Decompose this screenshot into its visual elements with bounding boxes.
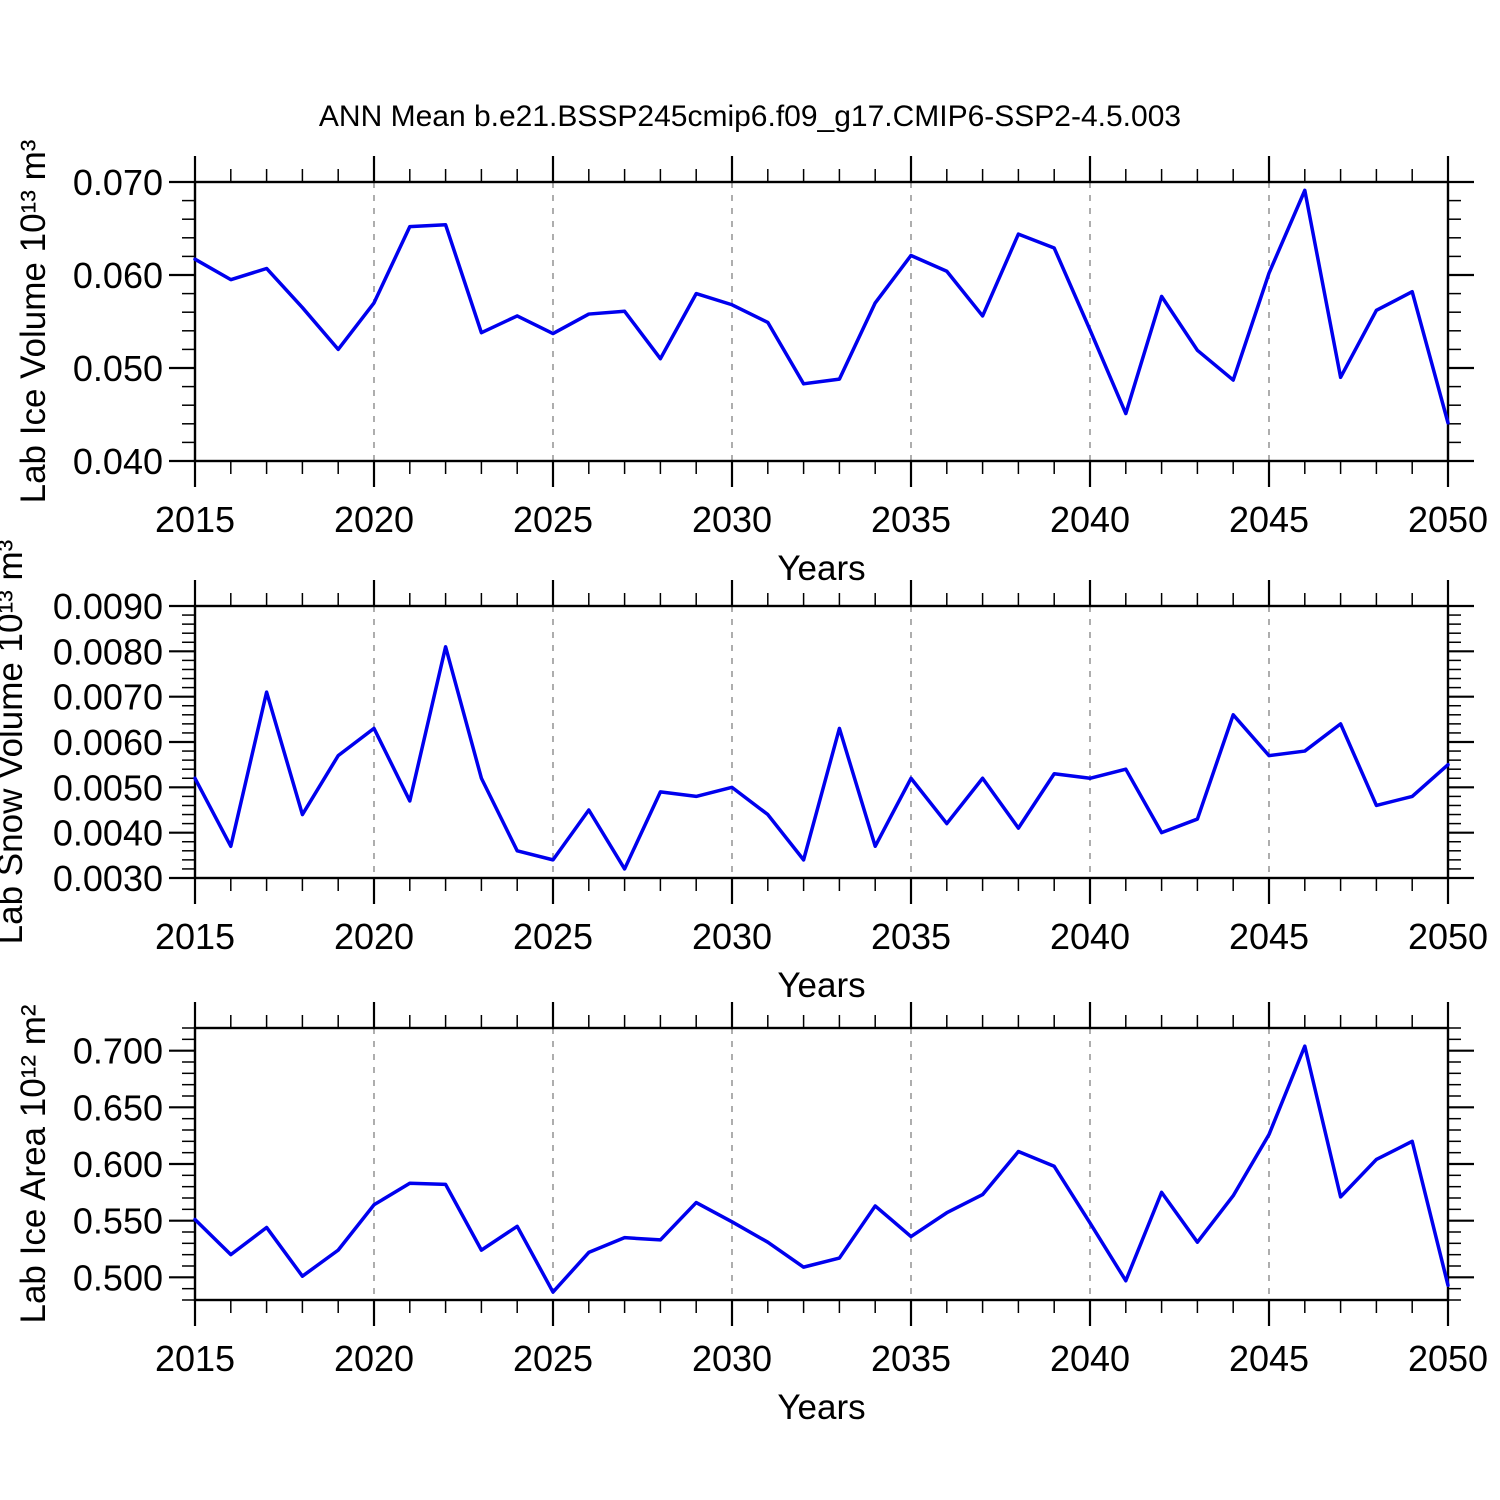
plot-frame [193,604,1450,880]
x-axis-title: Years [777,1388,865,1427]
panel-3: 2015 2020 2025 2030 2035 2040 2045 2050 0.500 0.5… [14,1002,1488,1427]
x-tick-label: 2040 [1050,916,1130,957]
y-tick-label: 0.0060 [53,722,163,763]
y-axis-title: Lab Snow Volume 10¹³ m³ [0,540,30,945]
x-tick-label: 2035 [871,499,951,540]
figure-title: ANN Mean b.e21.BSSP245cmip6.f09_g17.CMIP… [319,100,1181,133]
y-axis-title: Lab Ice Area 10¹² m² [14,1004,53,1323]
y-tick-label: 0.700 [73,1031,163,1072]
x-tick-label: 2045 [1229,1338,1309,1379]
x-tick-label: 2050 [1408,916,1488,957]
x-tick-label: 2040 [1050,1338,1130,1379]
x-tick-label: 2025 [513,499,593,540]
y-tick-label: 0.650 [73,1087,163,1128]
plot-frame [193,180,1450,463]
y-tick-label: 0.0090 [53,586,163,627]
data-line-lab-ice-area [193,1044,1450,1294]
y-tick-label: 0.050 [73,348,163,389]
x-tick-label: 2030 [692,1338,772,1379]
plot-frame [193,1026,1450,1302]
x-tick-label: 2015 [155,1338,235,1379]
y-tick-label: 0.550 [73,1201,163,1242]
x-tick-label: 2045 [1229,916,1309,957]
y-tick-label: 0.0030 [53,858,163,899]
x-tick-label: 2035 [871,1338,951,1379]
x-tick-label: 2020 [334,1338,414,1379]
x-tick-label: 2040 [1050,499,1130,540]
y-tick-label: 0.060 [73,255,163,296]
y-tick-label: 0.0050 [53,767,163,808]
y-tick-label: 0.0080 [53,631,163,672]
x-tick-label: 2015 [155,916,235,957]
x-tick-label: 2020 [334,499,414,540]
panel-2: 2015 2020 2025 2030 2035 2040 2045 20500.00300.… [0,540,1488,1005]
data-line-lab-ice-volume [193,188,1450,425]
x-axis-title: Years [777,966,865,1005]
y-axis-title: Lab Ice Volume 10¹³ m³ [14,140,53,504]
x-axis-title: Years [777,549,865,588]
x-tick-label: 2015 [155,499,235,540]
x-tick-label: 2035 [871,916,951,957]
y-tick-label: 0.500 [73,1257,163,1298]
x-tick-label: 2020 [334,916,414,957]
x-tick-label: 2050 [1408,499,1488,540]
y-tick-label: 0.040 [73,441,163,482]
x-tick-label: 2045 [1229,499,1309,540]
x-tick-label: 2025 [513,916,593,957]
panel-1: 2015 2020 2025 2030 2035 2040 2045 2050 0.040 0.0… [14,140,1488,588]
y-tick-label: 0.0040 [53,813,163,854]
y-tick-label: 0.600 [73,1144,163,1185]
x-tick-label: 2030 [692,916,772,957]
y-tick-label: 0.0070 [53,677,163,718]
data-line-lab-snow-volume [193,645,1450,871]
x-tick-label: 2030 [692,499,772,540]
x-tick-label: 2050 [1408,1338,1488,1379]
x-tick-label: 2025 [513,1338,593,1379]
y-tick-label: 0.070 [73,162,163,203]
